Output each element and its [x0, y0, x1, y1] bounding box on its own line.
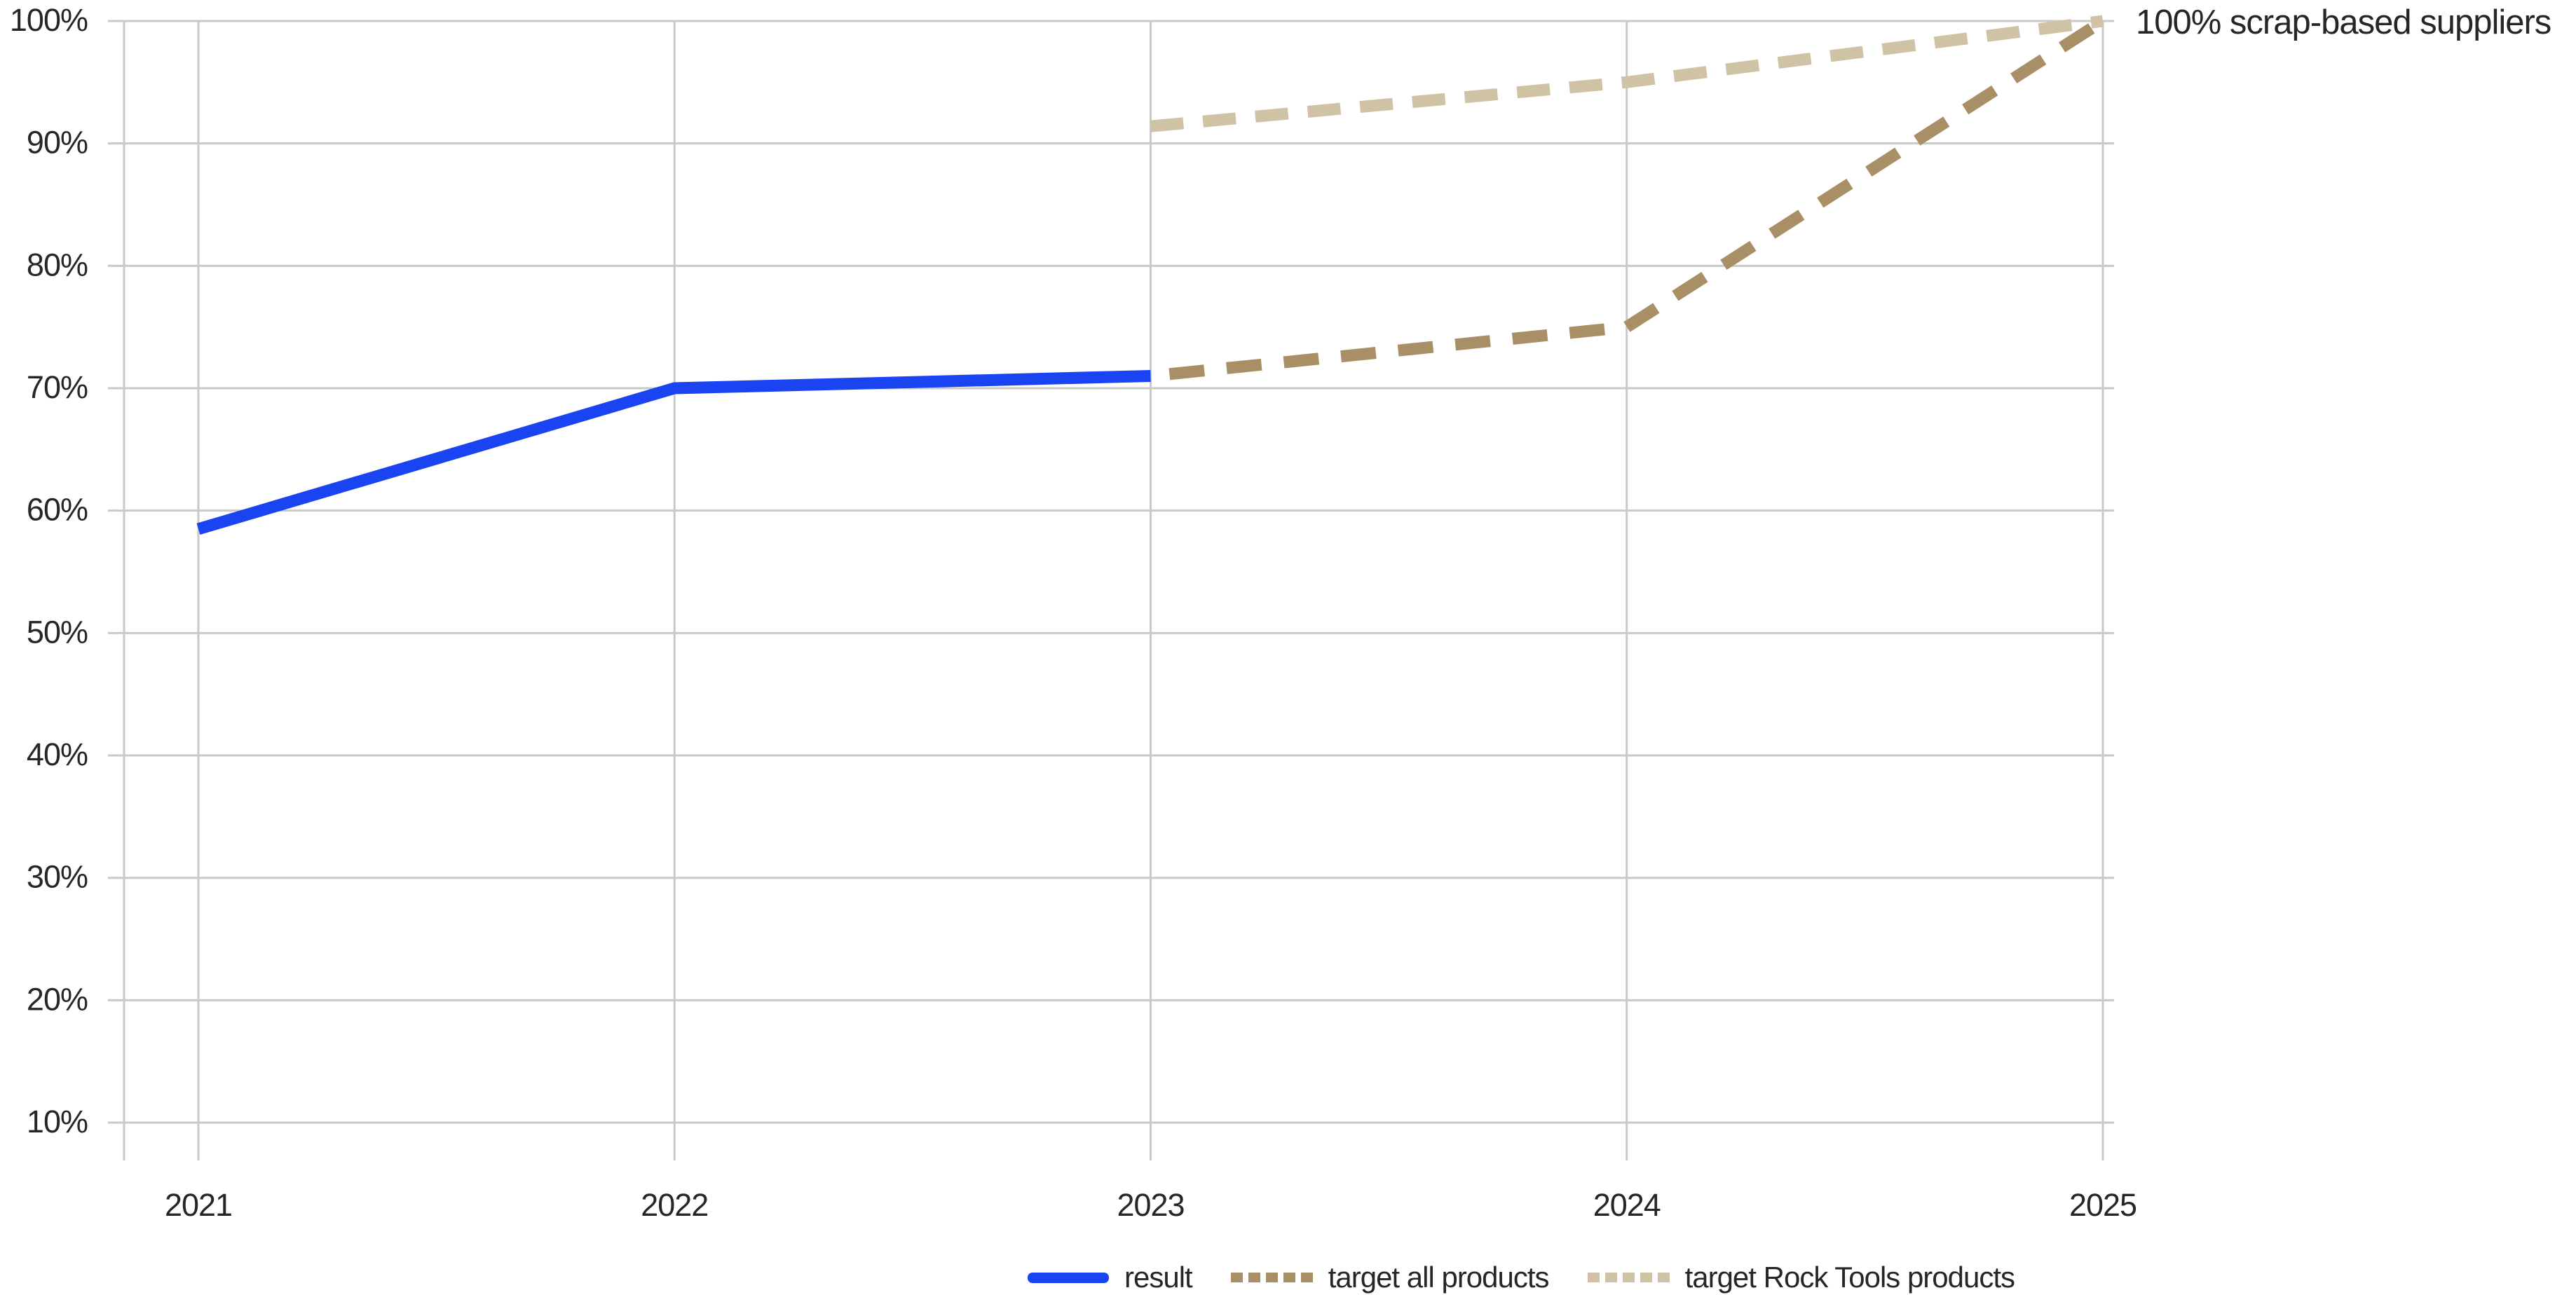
legend-item-result: result: [1028, 1261, 1193, 1294]
y-tick-label: 70%: [27, 369, 88, 405]
legend-swatch-result-line: [1028, 1272, 1109, 1283]
x-tick-label: 2025: [2069, 1187, 2137, 1223]
chart-legend: result target all products target Rock T…: [1028, 1260, 2015, 1295]
y-tick-label: 90%: [27, 125, 88, 160]
y-tick-label: 30%: [27, 859, 88, 895]
legend-label-target-all-products: target all products: [1328, 1261, 1550, 1294]
y-tick-label: 10%: [27, 1104, 88, 1139]
x-tick-label: 2023: [1117, 1187, 1184, 1223]
legend-swatch-target-all-dashes: [1230, 1273, 1313, 1282]
y-axis-labels: 10% 20% 30% 40% 50% 60% 70% 80% 90% 100%: [10, 2, 88, 1139]
series-line-target-all-products: [1150, 15, 2106, 382]
legend-item-target-all-products: target all products: [1230, 1261, 1550, 1294]
annotation-label: 100% scrap-based suppliers: [2136, 4, 2551, 41]
x-tick-label: 2024: [1593, 1187, 1661, 1223]
gridlines: [108, 20, 2114, 1160]
x-axis-labels: 2021 2022 2023 2024 2025: [165, 1187, 2137, 1223]
series-lines: [196, 15, 2106, 535]
y-tick-label: 40%: [27, 736, 88, 772]
legend-label-result: result: [1124, 1261, 1193, 1294]
series-line-result: [196, 370, 1151, 535]
legend-item-target-rock-tools: target Rock Tools products: [1587, 1261, 2015, 1294]
y-tick-label: 80%: [27, 247, 88, 282]
legend-swatch-target-rock-tools-dashes: [1587, 1273, 1670, 1282]
series-line-target-rock-tools-products: [1150, 15, 2104, 132]
y-tick-label: 50%: [27, 614, 88, 650]
y-tick-label: 100%: [10, 2, 88, 38]
x-tick-label: 2021: [165, 1187, 232, 1223]
y-tick-label: 60%: [27, 492, 88, 528]
x-tick-label: 2022: [641, 1187, 708, 1223]
legend-label-target-rock-tools: target Rock Tools products: [1684, 1261, 2015, 1294]
y-tick-label: 20%: [27, 981, 88, 1017]
